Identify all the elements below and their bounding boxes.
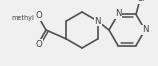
Text: Cl: Cl <box>136 0 145 3</box>
Text: N: N <box>142 25 148 35</box>
Text: O: O <box>36 40 42 49</box>
Text: N: N <box>115 9 121 18</box>
Text: N: N <box>94 16 101 25</box>
Text: O: O <box>36 11 42 20</box>
Text: methyl: methyl <box>12 15 34 21</box>
